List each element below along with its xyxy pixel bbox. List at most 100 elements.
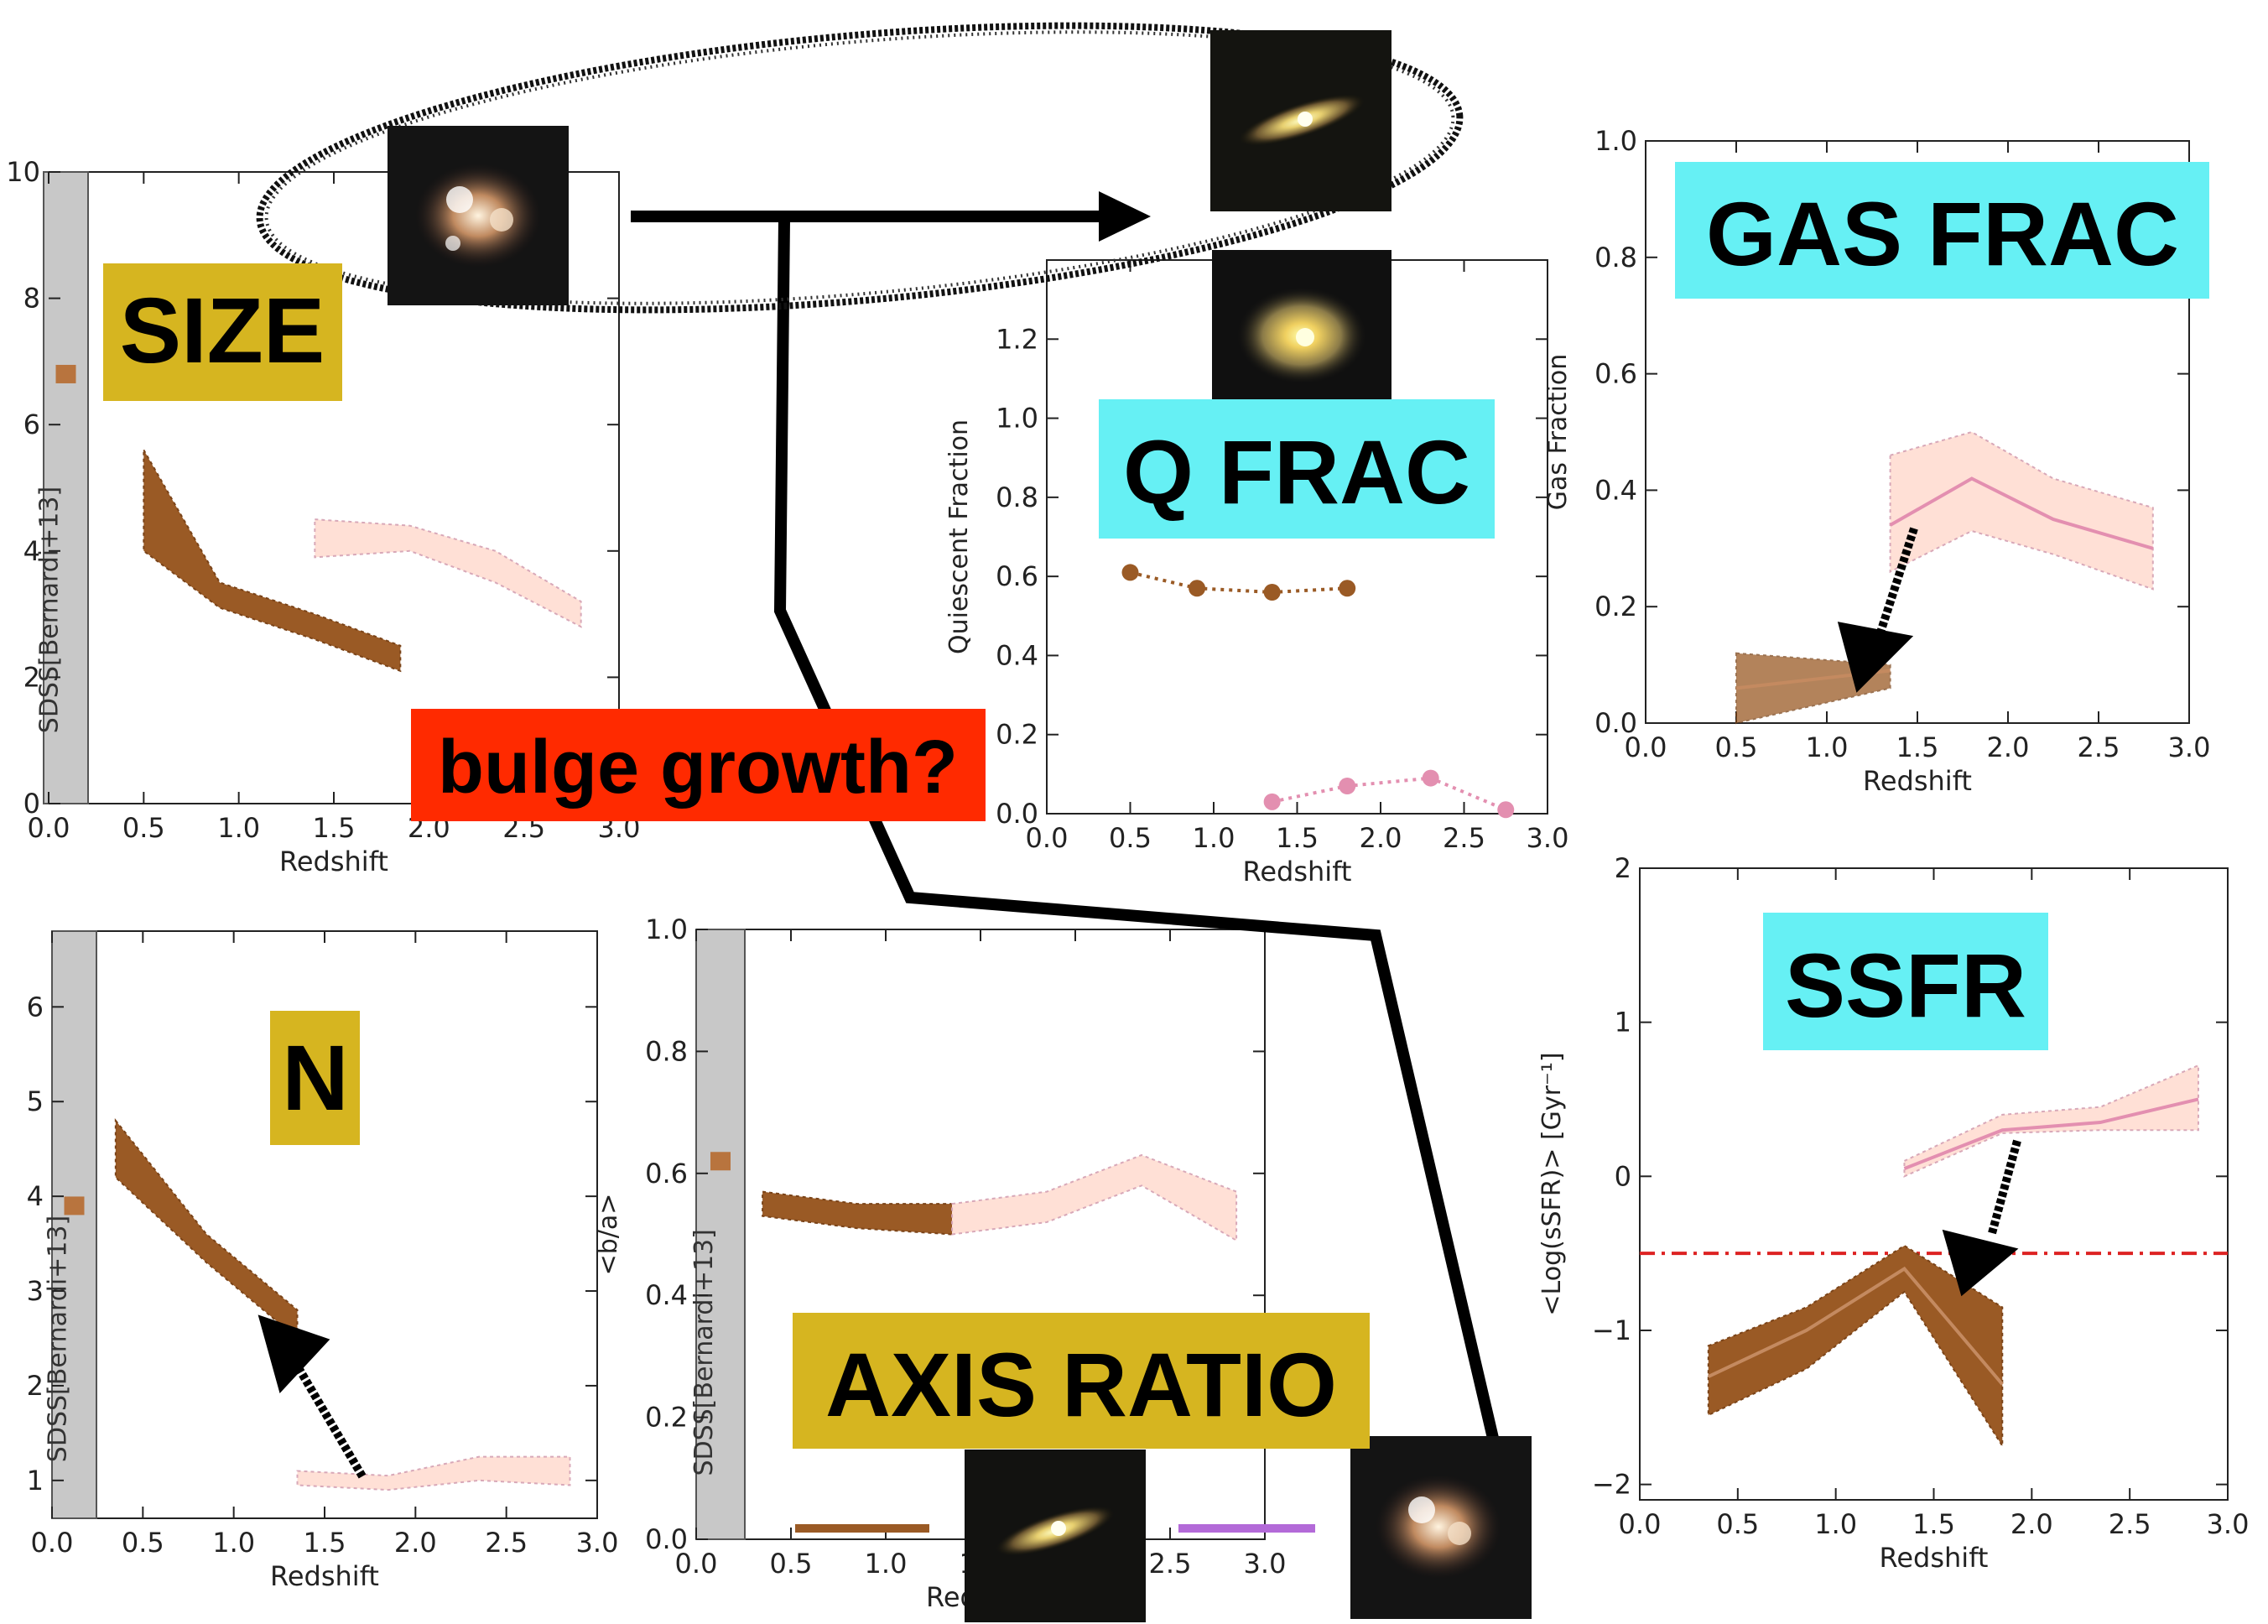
y-tick-label: 1 bbox=[1615, 1007, 1631, 1038]
y-tick-label: 0.0 bbox=[996, 798, 1038, 830]
svg-text:N: N bbox=[282, 1027, 348, 1130]
x-tick-label: 2.0 bbox=[394, 1527, 437, 1559]
label-gasfrac: GAS FRAC bbox=[1675, 162, 2209, 299]
y-tick-label: 4 bbox=[23, 535, 40, 567]
x-tick-label: 1.0 bbox=[217, 812, 260, 844]
sdss-band bbox=[51, 930, 97, 1519]
series-line-pink bbox=[1903, 1097, 2199, 1170]
x-tick-label: 0.0 bbox=[31, 1527, 74, 1559]
sdss-label: SDSS[Bernardi+13] bbox=[35, 487, 65, 733]
y-tick-label: 3 bbox=[27, 1275, 44, 1307]
label-ssfr: SSFR bbox=[1763, 913, 2048, 1050]
x-tick-label: 1.5 bbox=[1896, 731, 1939, 763]
svg-text:AXIS RATIO: AXIS RATIO bbox=[825, 1334, 1337, 1435]
y-tick-label: 0.0 bbox=[1594, 707, 1637, 739]
x-tick-label: 2.0 bbox=[1987, 731, 2030, 763]
x-tick-label: 0.5 bbox=[770, 1548, 813, 1580]
data-point-brown bbox=[1339, 580, 1356, 597]
svg-text:Q FRAC: Q FRAC bbox=[1123, 421, 1470, 523]
y-tick-label: 2 bbox=[27, 1370, 44, 1402]
y-tick-label: 0.2 bbox=[996, 719, 1038, 751]
panel-ssfr: 0.0 0.5 1.0 1.5 2.0 2.5 3.0 −2 −1 0 1 2 Redshift <Log… bbox=[1537, 852, 2249, 1574]
series-band-brown bbox=[143, 446, 402, 673]
x-tick-label: 1.5 bbox=[1912, 1508, 1955, 1540]
label-axis-ratio: AXIS RATIO bbox=[793, 1313, 1370, 1449]
sdss-band bbox=[43, 171, 89, 804]
edge-on-galaxy-bottom-icon bbox=[965, 1450, 1146, 1622]
data-point-pink bbox=[1497, 801, 1515, 819]
y-tick-label: 0.8 bbox=[996, 481, 1038, 513]
highlight-ellipse bbox=[256, 22, 1464, 314]
x-tick-label: 1.5 bbox=[304, 1527, 346, 1559]
evolution-arrow-head bbox=[1099, 191, 1151, 242]
series-line-pink bbox=[1272, 776, 1507, 812]
edge-on-galaxy-icon bbox=[1210, 30, 1391, 211]
label-qfrac: Q FRAC bbox=[1099, 399, 1495, 539]
y-tick-label: 0.4 bbox=[1594, 474, 1637, 506]
label-size: SIZE bbox=[103, 263, 342, 401]
x-axis-label: Redshift bbox=[279, 846, 388, 877]
highlight-ellipse-inner bbox=[264, 30, 1455, 305]
series-band-pink bbox=[1889, 430, 2154, 591]
clumpy-galaxy-bottom-icon bbox=[1350, 1436, 1532, 1619]
y-tick-label: 1.2 bbox=[996, 323, 1038, 355]
y-tick-label: 0.6 bbox=[996, 560, 1038, 592]
sdss-marker bbox=[710, 1152, 731, 1171]
y-tick-label: 0.4 bbox=[645, 1279, 688, 1311]
y-tick-label: 0 bbox=[1615, 1160, 1631, 1192]
panel-sersic_n: SDSS[Bernardi+13] 0.0 0.5 1.0 1.5 2.0 2.5 3.0 1 2… bbox=[27, 930, 619, 1592]
y-tick-label: 1 bbox=[27, 1465, 44, 1496]
y-tick-label: 5 bbox=[27, 1085, 44, 1117]
panel-size: SDSS[Bernardi+13]0.0 0.5 1.0 1.5 2.0 2.5 3.002… bbox=[6, 156, 640, 877]
label-bulge-growth: bulge growth? bbox=[411, 709, 986, 821]
y-tick-label: 6 bbox=[27, 991, 44, 1023]
y-tick-label: 0.4 bbox=[996, 639, 1038, 671]
y-tick-label: 0.6 bbox=[645, 1158, 688, 1189]
y-tick-label: 2 bbox=[1615, 852, 1631, 884]
y-tick-label: 1.0 bbox=[645, 914, 688, 945]
y-tick-label: 0.8 bbox=[1594, 242, 1637, 273]
x-tick-label: 0.5 bbox=[122, 812, 165, 844]
x-tick-label: 3.0 bbox=[2168, 731, 2211, 763]
panel-axis_ratio: SDSS[Bernardi+13]0.00.51.01.52.02.53.00.… bbox=[594, 914, 1315, 1613]
x-tick-label: 2.0 bbox=[1360, 822, 1402, 854]
x-tick-label: 2.5 bbox=[2078, 731, 2120, 763]
x-tick-label: 2.5 bbox=[1443, 822, 1485, 854]
x-tick-label: 0.0 bbox=[1026, 822, 1069, 854]
x-tick-label: 1.0 bbox=[1814, 1508, 1857, 1540]
x-tick-label: 0.5 bbox=[1716, 1508, 1759, 1540]
x-tick-label: 3.0 bbox=[1527, 822, 1569, 854]
y-tick-label: 2 bbox=[23, 661, 40, 693]
data-point-pink bbox=[1422, 769, 1439, 787]
x-tick-label: 1.5 bbox=[313, 812, 356, 844]
x-tick-label: 3.0 bbox=[1244, 1548, 1287, 1580]
y-tick-label: 0.8 bbox=[645, 1035, 688, 1067]
clumpy-galaxy-icon bbox=[388, 126, 569, 305]
x-tick-label: 2.5 bbox=[485, 1527, 528, 1559]
x-tick-label: 2.5 bbox=[1149, 1548, 1192, 1580]
x-axis-label: Redshift bbox=[1863, 765, 1972, 797]
series-band-pink bbox=[296, 1455, 571, 1491]
x-tick-label: 0.0 bbox=[675, 1548, 718, 1580]
x-tick-label: 0.0 bbox=[1619, 1508, 1662, 1540]
y-axis-label: <Log(sSFR)> [Gyr⁻¹] bbox=[1537, 1052, 1567, 1315]
series-band-pink bbox=[1903, 1064, 2199, 1178]
sketch-arrow-gas bbox=[1837, 527, 1918, 693]
y-tick-label: 10 bbox=[6, 156, 40, 188]
svg-text:SIZE: SIZE bbox=[120, 279, 325, 383]
series-band-pink bbox=[314, 518, 582, 628]
series-line-brown bbox=[1130, 570, 1348, 595]
x-tick-label: 3.0 bbox=[576, 1527, 619, 1559]
y-tick-label: 0.0 bbox=[645, 1523, 688, 1555]
y-tick-label: 4 bbox=[27, 1180, 44, 1212]
panel-gas_fraction: 0.0 0.5 1.0 1.5 2.0 2.5 3.0 0.0 0.2 0.4 0.6 0.8 1.0 R… bbox=[1543, 125, 2210, 797]
x-tick-label: 2.0 bbox=[2011, 1508, 2053, 1540]
series-line-brown bbox=[1707, 1266, 2004, 1386]
x-tick-label: 1.0 bbox=[212, 1527, 255, 1559]
sdss-marker bbox=[64, 1196, 85, 1215]
y-tick-label: −1 bbox=[1592, 1314, 1631, 1346]
x-axis-label: Redshift bbox=[1880, 1542, 1989, 1574]
x-axis-label: Redshift bbox=[1243, 856, 1352, 887]
x-tick-label: 0.5 bbox=[122, 1527, 164, 1559]
y-tick-label: 0.2 bbox=[645, 1402, 688, 1434]
